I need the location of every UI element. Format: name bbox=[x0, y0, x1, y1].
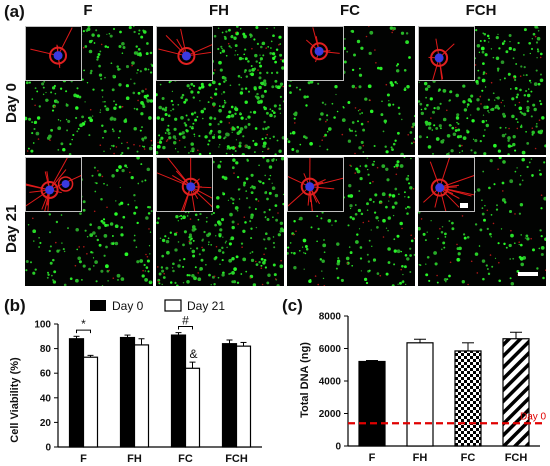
legend-swatch-day21 bbox=[164, 299, 182, 312]
column-label-fh: FH bbox=[209, 2, 229, 19]
bar-day21-f bbox=[82, 356, 99, 448]
y-tick-label: 6000 bbox=[319, 344, 342, 355]
significance-marker: # bbox=[182, 313, 189, 327]
bar-day21-fch bbox=[235, 345, 252, 448]
micrograph-fh-day21 bbox=[156, 157, 284, 286]
cell-inset bbox=[418, 26, 475, 81]
micrograph-fch-day0 bbox=[418, 26, 546, 155]
bar-day0-fch bbox=[221, 343, 238, 448]
panel-a-label: (a) bbox=[4, 2, 25, 21]
bar-fch bbox=[502, 338, 530, 447]
cell-inset bbox=[287, 26, 344, 81]
cell-inset bbox=[25, 157, 82, 212]
significance-bracket bbox=[76, 329, 91, 334]
y-tick-label: 80 bbox=[40, 344, 52, 355]
x-tick-label: FCH bbox=[225, 453, 248, 465]
scale-bar bbox=[518, 272, 538, 276]
panel-c-label: (c) bbox=[282, 296, 303, 315]
x-tick-label: FH bbox=[127, 453, 142, 465]
column-label-f: F bbox=[83, 2, 93, 19]
significance-marker: * bbox=[81, 317, 86, 331]
legend-label-day0: Day 0 bbox=[112, 299, 144, 313]
y-tick-label: 20 bbox=[40, 418, 52, 429]
y-tick-label: 0 bbox=[335, 442, 341, 453]
inset-scale-bar bbox=[460, 203, 468, 208]
column-label-fc: FC bbox=[340, 2, 360, 19]
x-tick-label: F bbox=[80, 453, 87, 465]
micrograph-fh-day0 bbox=[156, 26, 284, 155]
x-tick-label: FCH bbox=[505, 452, 528, 464]
cell-viability-chart: Day 0 Day 21 Cell Viability (%) 0 20 40 60 8… bbox=[9, 299, 262, 465]
legend-swatch-day0 bbox=[90, 300, 106, 311]
y-tick-label: 8000 bbox=[319, 312, 342, 323]
micrograph-fc-day21 bbox=[287, 157, 415, 286]
bar-f bbox=[358, 360, 386, 447]
column-label-fch: FCH bbox=[465, 2, 497, 19]
bar-day21-fh bbox=[133, 344, 150, 448]
bar-day0-f bbox=[68, 338, 85, 448]
bar-fc bbox=[454, 350, 482, 447]
y-tick-label: 0 bbox=[45, 443, 51, 454]
x-tick-label: FC bbox=[461, 452, 476, 464]
x-tick-label: F bbox=[369, 452, 376, 464]
y-tick-label: 100 bbox=[34, 320, 51, 331]
cell-inset bbox=[25, 26, 82, 81]
cell-inset bbox=[287, 157, 344, 212]
y-axis-label: Total DNA (ng) bbox=[299, 342, 311, 418]
legend-label-day21: Day 21 bbox=[187, 299, 225, 313]
y-tick-label: 4000 bbox=[319, 377, 342, 388]
reference-line-label: Day 0 bbox=[520, 411, 547, 422]
cell-inset bbox=[156, 26, 213, 81]
cell-inset bbox=[156, 157, 213, 212]
y-tick-label: 60 bbox=[40, 369, 52, 380]
plot-area: 0 20 40 60 80 100 F FH FC FCH * # & bbox=[34, 313, 262, 465]
row-label-day0: Day 0 bbox=[3, 82, 20, 123]
significance-bracket bbox=[178, 325, 193, 330]
y-tick-label: 2000 bbox=[319, 409, 342, 420]
micrograph-f-day0 bbox=[25, 26, 153, 155]
legend: Day 0 Day 21 bbox=[90, 299, 225, 313]
micrograph-fch-day21 bbox=[418, 157, 546, 286]
bar-day0-fh bbox=[119, 336, 136, 448]
micrograph-f-day21 bbox=[25, 157, 153, 286]
significance-marker: & bbox=[189, 347, 197, 361]
micrograph-fc-day0 bbox=[287, 26, 415, 155]
y-axis-label: Cell Viability (%) bbox=[9, 357, 21, 443]
bar-fh bbox=[406, 342, 434, 447]
plot-area: 0 2000 4000 6000 8000 F FH FC FCH Day 0 bbox=[319, 312, 547, 465]
y-tick-label: 40 bbox=[40, 393, 52, 404]
x-tick-label: FH bbox=[413, 452, 428, 464]
panel-b-label: (b) bbox=[4, 296, 26, 315]
row-label-day21: Day 21 bbox=[3, 204, 20, 253]
bar-day0-fc bbox=[170, 334, 187, 448]
x-tick-label: FC bbox=[178, 453, 193, 465]
cell-inset bbox=[418, 157, 475, 212]
total-dna-chart: Total DNA (ng) 0 2000 4000 6000 8000 F FH FC FCH… bbox=[299, 312, 547, 465]
bar-day21-fc bbox=[184, 367, 201, 448]
